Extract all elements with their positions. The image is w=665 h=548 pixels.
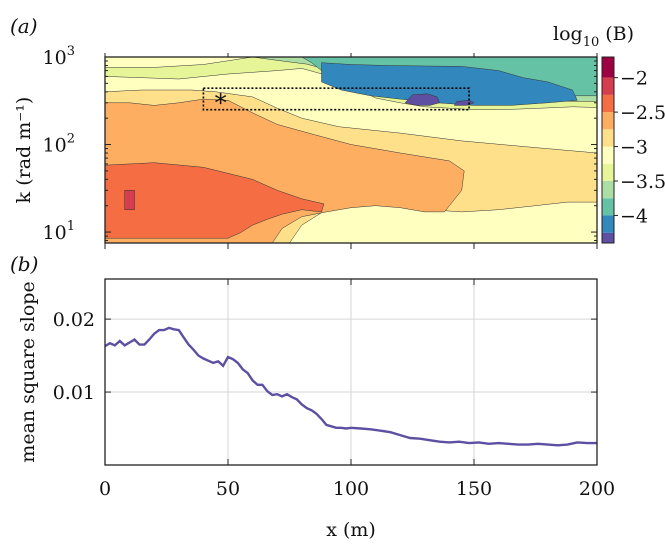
colorbar-level — [602, 57, 614, 78]
x-tick-label: 0 — [99, 478, 111, 500]
contour-region — [105, 162, 325, 239]
line-chart-y-axis-label: mean square slope — [17, 281, 39, 462]
heatmap-x-ticks — [104, 53, 598, 249]
x-tick-label: 150 — [456, 478, 492, 500]
location-marker: * — [215, 89, 227, 117]
colorbar-level — [602, 198, 614, 216]
panel-b-label: (b) — [10, 252, 38, 276]
colorbar-title: log10 (B) — [553, 23, 634, 50]
colorbar-level — [602, 94, 614, 113]
line-chart-x-ticks: 0 50 100 150 200 — [99, 279, 615, 500]
selection-box — [202, 87, 470, 111]
colorbar-level — [602, 215, 614, 233]
line-chart-grid — [105, 279, 597, 465]
colorbar-level — [602, 77, 614, 95]
colorbar-frame — [601, 56, 615, 244]
colorbar-tick-label: −2 — [620, 68, 648, 90]
colorbar-tick-label: −4 — [620, 205, 648, 227]
heatmap-y-ticks: 101 102 103 — [43, 44, 597, 244]
colorbar-tick-label: −2.5 — [620, 102, 665, 124]
contour-region — [321, 62, 578, 106]
colorbar-level — [602, 232, 614, 243]
y-tick-label: 0.02 — [53, 309, 95, 331]
colorbar-tick-label: −3.5 — [620, 171, 665, 193]
colorbar-level — [602, 112, 614, 130]
colorbar: −2 −2.5 −3 −3.5 −4 — [601, 56, 665, 244]
x-axis-label: x (m) — [326, 519, 376, 541]
y-tick-label: 0.01 — [53, 382, 95, 404]
y-tick-label: 103 — [43, 44, 75, 69]
panel-a-label: (a) — [10, 14, 38, 38]
heatmap-y-axis-label: k (rad m⁻¹) — [13, 97, 35, 204]
line-chart-y-ticks: 0.01 0.02 — [53, 309, 597, 404]
x-tick-label: 200 — [579, 478, 615, 500]
x-tick-label: 50 — [216, 478, 240, 500]
y-tick-label: 102 — [43, 132, 75, 157]
contour-region — [404, 93, 440, 106]
colorbar-tick-label: −3 — [620, 137, 648, 159]
heatmap-contours — [105, 57, 597, 243]
colorbar-level — [602, 163, 614, 181]
contour-region — [124, 190, 135, 210]
colorbar-level — [602, 181, 614, 199]
colorbar-level — [602, 129, 614, 147]
colorbar-level — [602, 146, 614, 164]
mean-square-slope-line — [105, 326, 597, 447]
x-tick-label: 100 — [333, 478, 369, 500]
y-tick-label: 101 — [43, 219, 75, 244]
